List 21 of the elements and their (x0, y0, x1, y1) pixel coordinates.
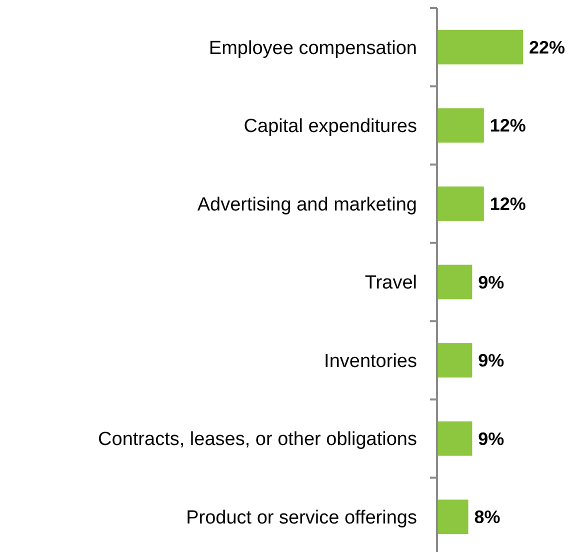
data-label: 9% (478, 350, 504, 371)
bar (437, 500, 468, 534)
bar (437, 30, 523, 64)
bar (437, 421, 472, 456)
data-label: 22% (529, 37, 566, 58)
y-tick-label: Inventories (324, 350, 417, 372)
y-tick-label: Employee compensation (208, 38, 417, 59)
bar (437, 264, 472, 300)
y-tick-label: Advertising and marketing (197, 194, 417, 216)
y-tick-label: Product or service offerings (186, 508, 417, 529)
bar (437, 343, 472, 378)
data-label: 12% (490, 116, 526, 136)
data-label: 8% (474, 507, 500, 528)
bar (437, 186, 484, 221)
y-tick-label: Capital expenditures (244, 116, 417, 138)
y-tick-label: Contracts, leases, or other obligations (98, 429, 417, 450)
y-tick-label: Travel (364, 272, 417, 294)
bar (437, 108, 484, 143)
data-label: 9% (478, 272, 504, 292)
data-label: 12% (490, 194, 526, 214)
data-label: 9% (478, 428, 504, 449)
